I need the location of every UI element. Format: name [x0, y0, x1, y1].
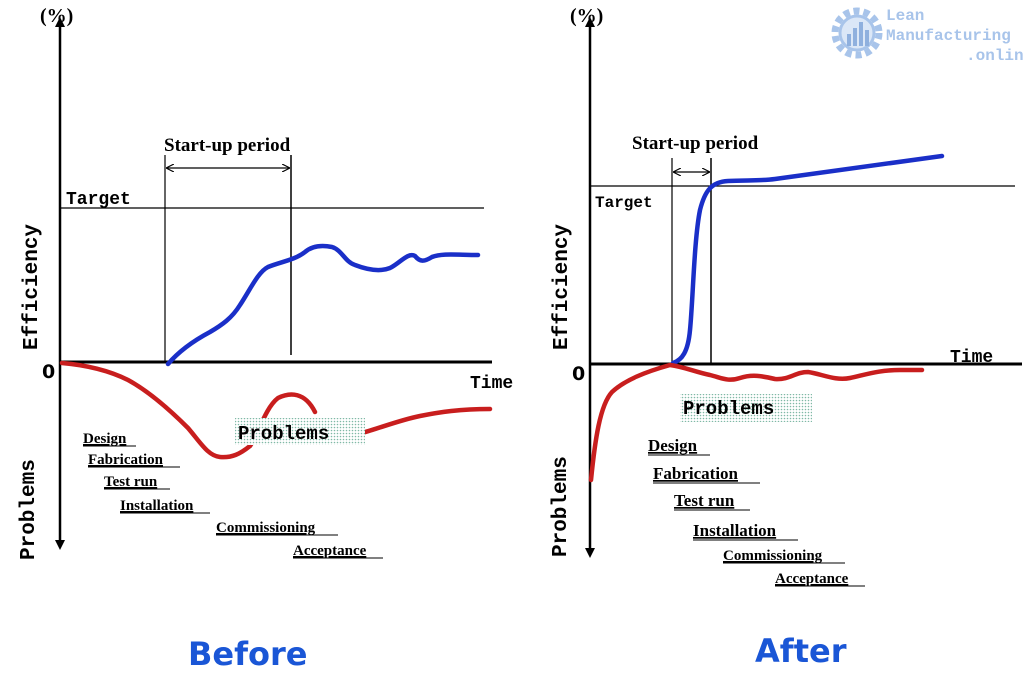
before-stage-acceptance: Acceptance — [293, 543, 367, 559]
after-stage-fabrication: Fabrication — [653, 464, 739, 483]
after-stage-acceptance: Acceptance — [775, 571, 849, 587]
before-stage-design: Design — [83, 431, 127, 447]
after-target-label: Target — [595, 194, 653, 212]
before-startup-label: Start-up period — [164, 135, 291, 156]
after-problems-axis-title: Problems — [550, 456, 573, 557]
after-zero-label: 0 — [572, 363, 585, 385]
after-unit-label: (%) — [570, 5, 603, 27]
before-problems-axis-title: Problems — [18, 459, 41, 560]
after-stage-underlines — [648, 454, 865, 587]
before-caption: Before — [188, 635, 307, 673]
before-problems-highlight — [235, 418, 365, 445]
before-stage-fabrication: Fabrication — [88, 452, 164, 468]
before-stage-underlines — [83, 445, 383, 559]
before-unit-label: (%) — [40, 5, 73, 27]
before-panel: (%) 0 Time Efficiency Problems Target St… — [18, 5, 513, 673]
before-problems-curve — [59, 360, 318, 460]
after-panel: (%) 0 Time Efficiency Problems Target St… — [550, 5, 1022, 670]
logo: Lean Manufacturing .online — [831, 7, 1024, 65]
after-stage-design: Design — [648, 436, 698, 455]
after-caption: After — [755, 632, 847, 670]
after-problems-curve — [588, 362, 925, 483]
after-stage-commissioning: Commissioning — [723, 548, 823, 564]
after-stage-list: Design Fabrication Test run Installation… — [648, 436, 849, 587]
before-problems-label: Problems — [238, 423, 329, 445]
after-startup-label: Start-up period — [632, 133, 759, 154]
logo-line-2: Manufacturing — [886, 27, 1011, 45]
after-stage-installation: Installation — [693, 521, 777, 540]
before-problems-curve-tail — [359, 406, 493, 436]
after-stage-test-run: Test run — [674, 491, 735, 510]
after-efficiency-axis-title: Efficiency — [551, 224, 574, 350]
after-time-label: Time — [950, 348, 993, 368]
before-time-label: Time — [470, 374, 513, 394]
logo-line-1: Lean — [886, 7, 924, 25]
before-efficiency-axis-title: Efficiency — [21, 224, 44, 350]
before-target-label: Target — [66, 190, 131, 210]
before-zero-label: 0 — [42, 361, 55, 383]
after-problems-label: Problems — [683, 398, 774, 420]
gear-chart-icon — [831, 7, 883, 59]
before-stage-commissioning: Commissioning — [216, 520, 316, 536]
logo-line-3: .online — [966, 47, 1024, 65]
before-stage-list: Design Fabrication Test run Installation… — [83, 431, 367, 559]
after-efficiency-curve — [670, 153, 945, 366]
before-stage-test-run: Test run — [104, 474, 158, 490]
before-stage-installation: Installation — [120, 498, 194, 514]
after-problems-highlight — [680, 394, 812, 422]
before-efficiency-curve — [165, 243, 481, 367]
